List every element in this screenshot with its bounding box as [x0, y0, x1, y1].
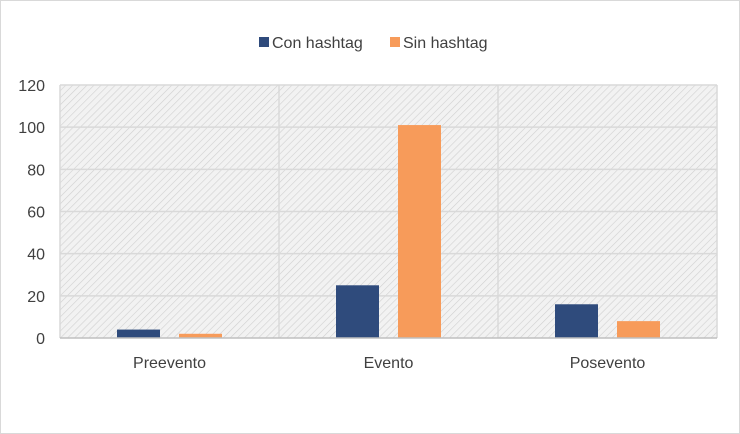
y-tick-label: 80: [27, 162, 45, 179]
legend-label: Con hashtag: [272, 35, 363, 52]
y-tick-label: 20: [27, 289, 45, 306]
x-tick-label: Evento: [364, 355, 414, 372]
x-tick-label: Preevento: [133, 355, 206, 372]
y-tick-label: 60: [27, 205, 45, 222]
legend-swatch: [390, 37, 400, 47]
y-tick-label: 100: [18, 120, 45, 137]
bar-con-hashtag-preevento: [117, 329, 160, 338]
legend-swatch: [259, 37, 269, 47]
bar-con-hashtag-evento: [336, 285, 379, 338]
y-tick-label: 120: [18, 78, 45, 95]
y-tick-label: 40: [27, 247, 45, 264]
bar-sin-hashtag-evento: [398, 125, 441, 338]
bar-sin-hashtag-posevento: [617, 321, 660, 338]
x-tick-label: Posevento: [570, 355, 646, 372]
legend-label: Sin hashtag: [403, 35, 488, 52]
y-tick-label: 0: [36, 331, 45, 348]
bar-con-hashtag-posevento: [555, 304, 598, 338]
bar-sin-hashtag-preevento: [179, 333, 222, 338]
